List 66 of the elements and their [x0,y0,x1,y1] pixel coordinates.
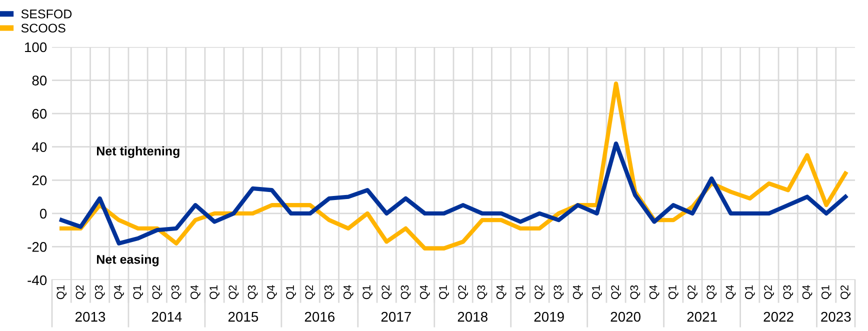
text: 2021 [687,312,717,322]
legend-label: SESFOD [21,10,72,18]
x-tick-label: Q4 [420,285,430,300]
x-tick-label: Q4 [266,285,277,300]
x-tick-label: Q3 [324,285,334,300]
x-tick-label: Q4 [190,285,200,300]
text: 2020 [610,312,640,322]
x-tick-label: Q3 [706,285,717,300]
x-tick-label: Q1 [210,285,220,300]
x-tick-label: Q2 [152,285,162,300]
x-tick-label: Q4 [802,285,812,300]
text: 2016 [304,312,335,322]
y-tick-label: 0 [40,208,47,219]
x-tick-label: Q3 [477,285,488,300]
y-tick-label: 20 [32,175,47,186]
x-tick-label: Q1 [744,285,755,300]
text: 2014 [152,312,182,322]
x-tick-label: Q2 [688,285,698,300]
x-tick-label: Q1 [439,285,449,300]
x-tick-label: Q4 [343,285,354,300]
annotation: Net easing [97,254,159,266]
text: 2018 [458,312,488,322]
x-tick-label: Q4 [496,285,506,300]
x-tick-label: Q2 [611,285,621,300]
x-tick-label: Q2 [534,285,545,300]
x-tick-label: Q3 [783,285,794,300]
x-tick-label: Q1 [821,285,832,300]
x-tick-label: Q2 [76,285,86,300]
x-tick-label: Q2 [382,285,392,300]
text: 2013 [75,312,106,322]
y-tick-label: -40 [28,275,47,286]
x-tick-label: Q2 [764,285,774,300]
y-tick-label: 40 [32,142,47,152]
x-tick-label: Q3 [400,285,411,300]
x-tick-label: Q1 [668,285,678,300]
x-tick-label: Q1 [133,285,144,300]
x-tick-label: Q2 [840,285,850,300]
y-tick-label: 100 [25,42,47,52]
x-tick-label: Q3 [630,285,640,300]
x-tick-label: Q4 [726,285,736,300]
legend-label: SCOOS [21,24,66,33]
x-tick-label: Q4 [114,285,124,300]
text: 2017 [381,312,411,322]
x-tick-label: Q4 [572,285,583,300]
text: 2022 [764,312,794,322]
x-tick-label: Q3 [248,285,258,300]
text: 2023 [821,312,851,322]
x-tick-label: Q2 [458,285,468,300]
x-tick-label: Q1 [516,285,526,300]
line-series [59,141,848,246]
annotation: Net tightening [97,146,180,158]
y-tick-label: -20 [28,242,47,252]
x-tick-label: Q2 [305,285,316,300]
x-tick-label: Q1 [362,285,372,300]
x-tick-label: Q3 [171,285,182,300]
text: 2019 [534,312,564,322]
x-tick-label: Q4 [649,285,660,300]
y-tick-label: 80 [32,76,47,86]
x-tick-label: Q2 [228,285,239,300]
x-tick-label: Q1 [56,285,67,300]
x-tick-label: Q1 [592,285,602,300]
text: 2015 [228,312,258,322]
x-tick-label: Q1 [286,285,296,300]
y-tick-label: 60 [32,108,47,119]
x-tick-label: Q3 [554,285,564,300]
x-tick-label: Q3 [94,285,105,300]
